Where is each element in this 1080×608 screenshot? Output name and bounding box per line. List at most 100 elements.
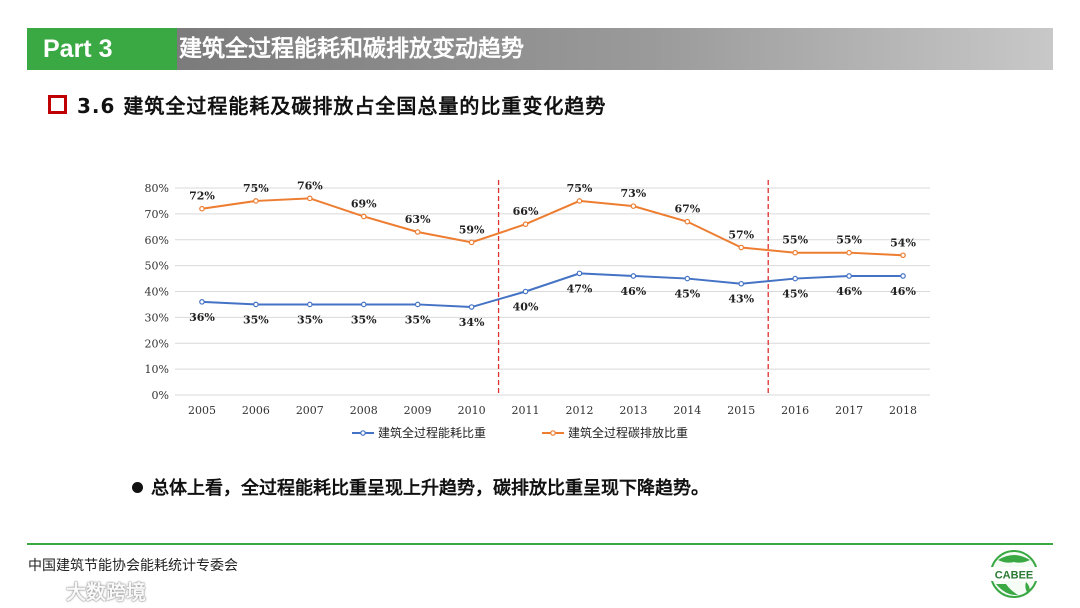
x-tick-label: 2010	[458, 404, 486, 417]
data-point	[630, 203, 637, 209]
data-label: 66%	[513, 205, 539, 218]
data-label: 69%	[351, 197, 377, 210]
data-label: 54%	[890, 236, 916, 249]
x-tick-label: 2005	[188, 404, 216, 417]
x-tick-label: 2017	[835, 404, 863, 417]
data-point	[846, 249, 852, 256]
data-point	[414, 301, 421, 308]
watermark-logo-icon	[27, 581, 59, 600]
legend-label: 建筑全过程能耗比重	[378, 425, 486, 440]
y-tick-label: 80%	[145, 182, 169, 195]
data-point	[199, 205, 205, 212]
y-tick-label: 40%	[145, 286, 169, 299]
data-label: 40%	[513, 301, 539, 314]
data-label: 67%	[674, 203, 700, 216]
data-label: 45%	[782, 288, 808, 301]
x-tick-label: 2008	[350, 404, 378, 417]
data-point	[846, 273, 852, 279]
bullet-dot-icon	[132, 481, 143, 493]
y-tick-label: 50%	[145, 260, 169, 273]
section-title: 建筑全过程能耗和碳排放变动趋势	[179, 36, 524, 62]
part-label: Part 3	[27, 28, 177, 70]
watermark-text: 大数跨境	[66, 580, 146, 604]
header-bar: Part 3 建筑全过程能耗和碳排放变动趋势	[27, 28, 1053, 70]
data-label: 59%	[459, 223, 485, 236]
data-label: 55%	[782, 234, 808, 247]
data-point	[738, 244, 745, 251]
data-label: 35%	[405, 313, 431, 326]
legend-marker	[550, 430, 556, 436]
data-point	[792, 275, 798, 282]
subtitle-text: 3.6 建筑全过程能耗及碳排放占全国总量的比重变化趋势	[77, 93, 607, 118]
data-label: 35%	[351, 313, 377, 326]
data-label: 46%	[621, 285, 647, 298]
data-label: 55%	[836, 234, 862, 247]
y-tick-label: 60%	[145, 234, 169, 247]
footer-divider	[27, 543, 1053, 545]
data-point	[360, 301, 367, 308]
data-point	[307, 195, 313, 202]
data-point	[307, 301, 313, 308]
y-tick-label: 20%	[145, 337, 169, 350]
data-point	[738, 280, 745, 287]
data-point	[360, 213, 367, 220]
x-tick-label: 2006	[242, 404, 270, 417]
slide-subtitle: 3.6 建筑全过程能耗及碳排放占全国总量的比重变化趋势	[48, 90, 606, 118]
series-line	[201, 272, 904, 309]
cabee-logo: CABEE	[990, 550, 1038, 598]
summary-bullet: 总体上看，全过程能耗比重呈现上升趋势，碳排放比重呈现下降趋势。	[132, 474, 709, 500]
data-label: 63%	[405, 213, 431, 226]
data-label: 75%	[567, 182, 593, 195]
data-point	[792, 249, 798, 256]
y-tick-label: 0%	[152, 389, 169, 402]
data-point	[630, 273, 637, 279]
legend-marker	[360, 430, 366, 436]
data-point	[199, 299, 205, 305]
square-bullet-icon	[48, 94, 67, 114]
summary-text: 总体上看，全过程能耗比重呈现上升趋势，碳排放比重呈现下降趋势。	[151, 478, 709, 499]
data-label: 72%	[189, 190, 215, 203]
data-label: 46%	[836, 285, 862, 298]
x-tick-label: 2016	[781, 404, 809, 417]
data-point	[900, 273, 906, 279]
watermark: 大数跨境	[26, 576, 146, 605]
legend-label: 建筑全过程碳排放比重	[568, 425, 688, 440]
x-tick-label: 2014	[673, 404, 701, 417]
series-line	[201, 197, 904, 257]
data-label: 34%	[459, 316, 485, 329]
x-tick-label: 2009	[404, 404, 432, 417]
data-point	[414, 229, 421, 235]
data-label: 46%	[890, 285, 916, 298]
data-point	[522, 288, 529, 295]
data-point	[253, 198, 259, 204]
data-point	[684, 218, 691, 225]
data-label: 43%	[728, 293, 754, 306]
data-label: 73%	[621, 187, 647, 200]
data-label: 57%	[728, 229, 754, 242]
footer-org: 中国建筑节能协会能耗统计专委会	[28, 558, 238, 574]
x-tick-label: 2012	[565, 404, 593, 417]
data-label: 36%	[189, 311, 215, 324]
y-tick-label: 70%	[145, 208, 169, 221]
line-chart: 0% 10% 20% 30% 40% 50% 60% 70% 80% 2005 2006 2007 20…	[145, 179, 930, 440]
data-label: 35%	[297, 313, 323, 326]
data-label: 47%	[567, 282, 593, 295]
logo-text: CABEE	[995, 570, 1034, 582]
data-point	[684, 275, 691, 282]
data-point	[253, 301, 259, 308]
y-tick-label: 30%	[145, 311, 169, 324]
data-point	[468, 304, 475, 310]
x-tick-label: 2007	[296, 404, 324, 417]
data-point	[522, 221, 529, 228]
x-tick-label: 2011	[512, 404, 540, 417]
x-tick-label: 2013	[619, 404, 647, 417]
data-point	[468, 239, 475, 246]
x-tick-label: 2018	[889, 404, 917, 417]
y-tick-label: 10%	[145, 363, 169, 376]
data-point	[576, 270, 583, 277]
data-point	[576, 198, 583, 204]
x-tick-label: 2015	[727, 404, 755, 417]
data-label: 76%	[297, 179, 323, 192]
data-label: 45%	[674, 288, 700, 301]
data-label: 35%	[243, 313, 269, 326]
